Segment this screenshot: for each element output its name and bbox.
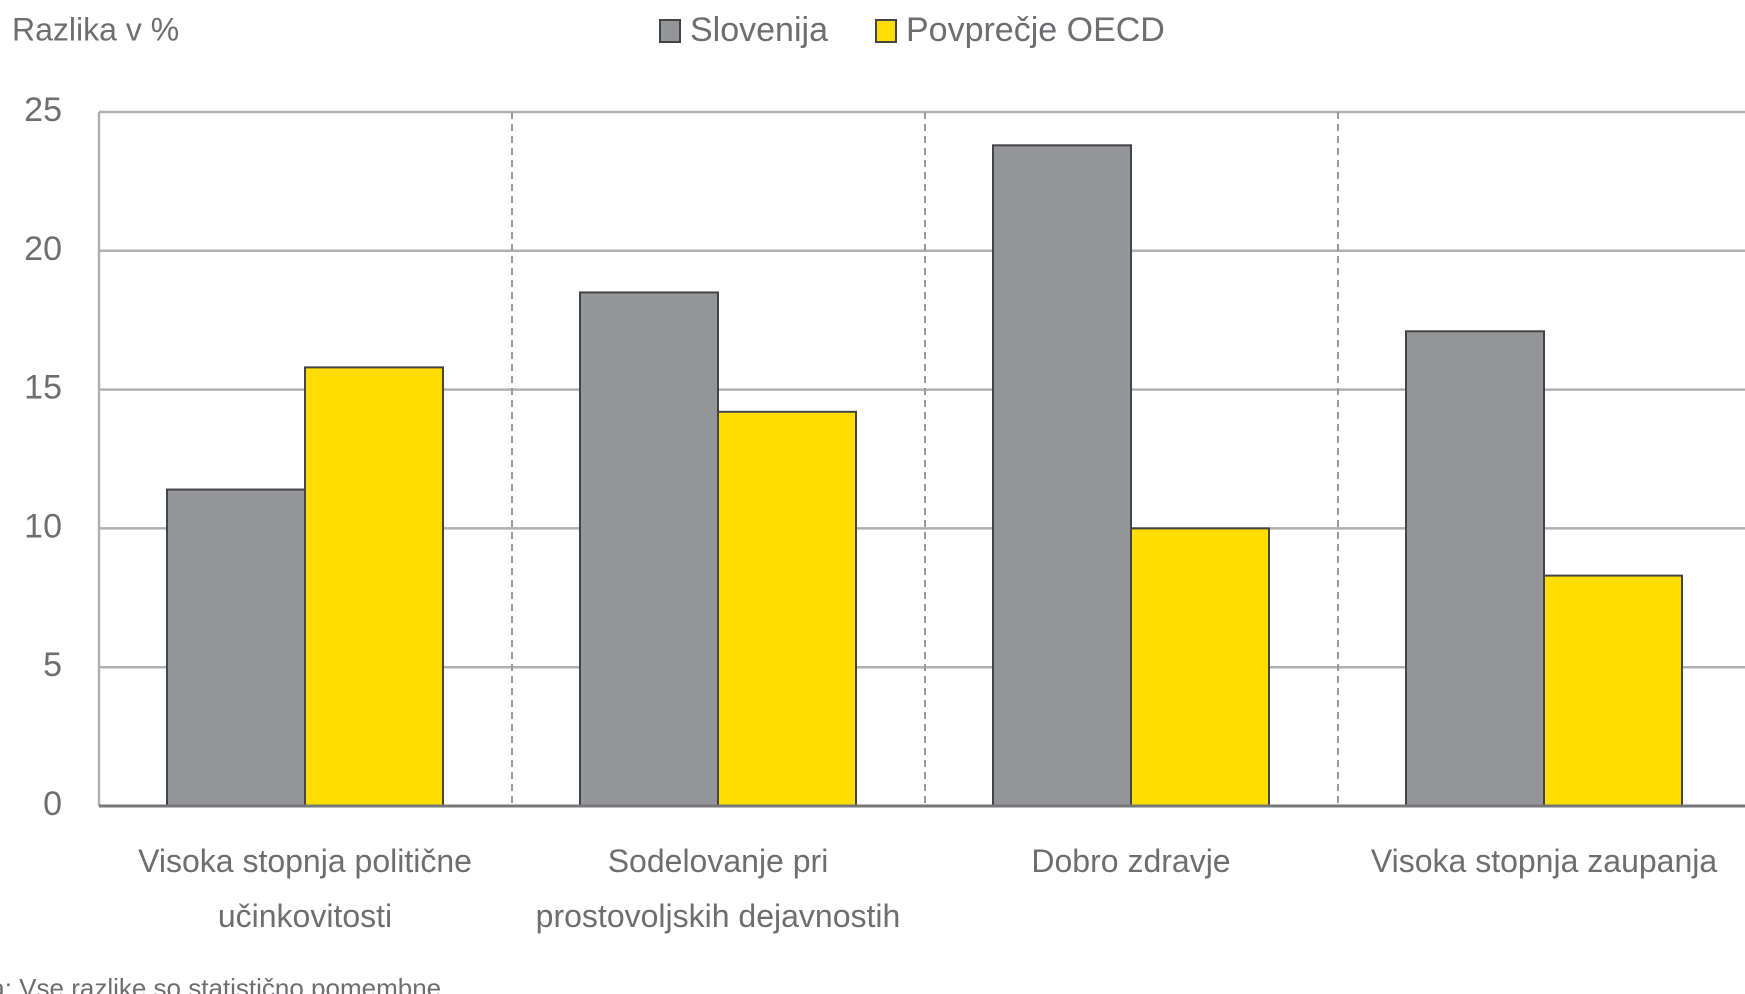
bar bbox=[304, 366, 444, 807]
bar bbox=[1405, 330, 1545, 807]
note: Opomba: Vse razlike so statistično pomem… bbox=[0, 973, 448, 994]
legend-label: Slovenija bbox=[690, 11, 828, 49]
y-tick-label: 10 bbox=[24, 507, 62, 545]
x-tick-label: Sodelovanje pri prostovoljskih dejavnosti… bbox=[536, 843, 901, 934]
x-tick-label: Visoka stopnja zaupanja bbox=[1371, 843, 1718, 879]
y-axis-label: Razlika v % bbox=[12, 11, 179, 47]
bar bbox=[1543, 574, 1683, 807]
x-tick-label-line: Dobro zdravje bbox=[1031, 843, 1230, 879]
x-tick-label-line: prostovoljskih dejavnostih bbox=[536, 898, 901, 934]
bar bbox=[717, 410, 857, 807]
y-tick-label: 20 bbox=[24, 230, 62, 268]
legend-swatch bbox=[659, 19, 681, 43]
bar bbox=[1130, 527, 1270, 808]
x-tick-label: Visoka stopnja politične učinkovitosti bbox=[138, 843, 472, 934]
x-tick-label-line: Sodelovanje pri bbox=[608, 843, 829, 879]
bar bbox=[992, 144, 1132, 807]
y-tick-label: 15 bbox=[24, 369, 62, 407]
y-tick-label: 25 bbox=[24, 91, 62, 129]
x-tick-label-line: učinkovitosti bbox=[218, 898, 392, 934]
y-tick-label: 0 bbox=[43, 785, 62, 823]
x-tick-label: Dobro zdravje bbox=[1031, 843, 1230, 879]
bar bbox=[579, 291, 719, 807]
y-tick-label: 5 bbox=[43, 646, 62, 684]
legend-label: Povprečje OECD bbox=[906, 11, 1165, 49]
legend-swatch bbox=[874, 19, 897, 43]
x-tick-label-line: Visoka stopnja politične bbox=[138, 843, 472, 879]
bar bbox=[166, 488, 306, 807]
x-tick-label-line: Visoka stopnja zaupanja bbox=[1371, 843, 1718, 879]
